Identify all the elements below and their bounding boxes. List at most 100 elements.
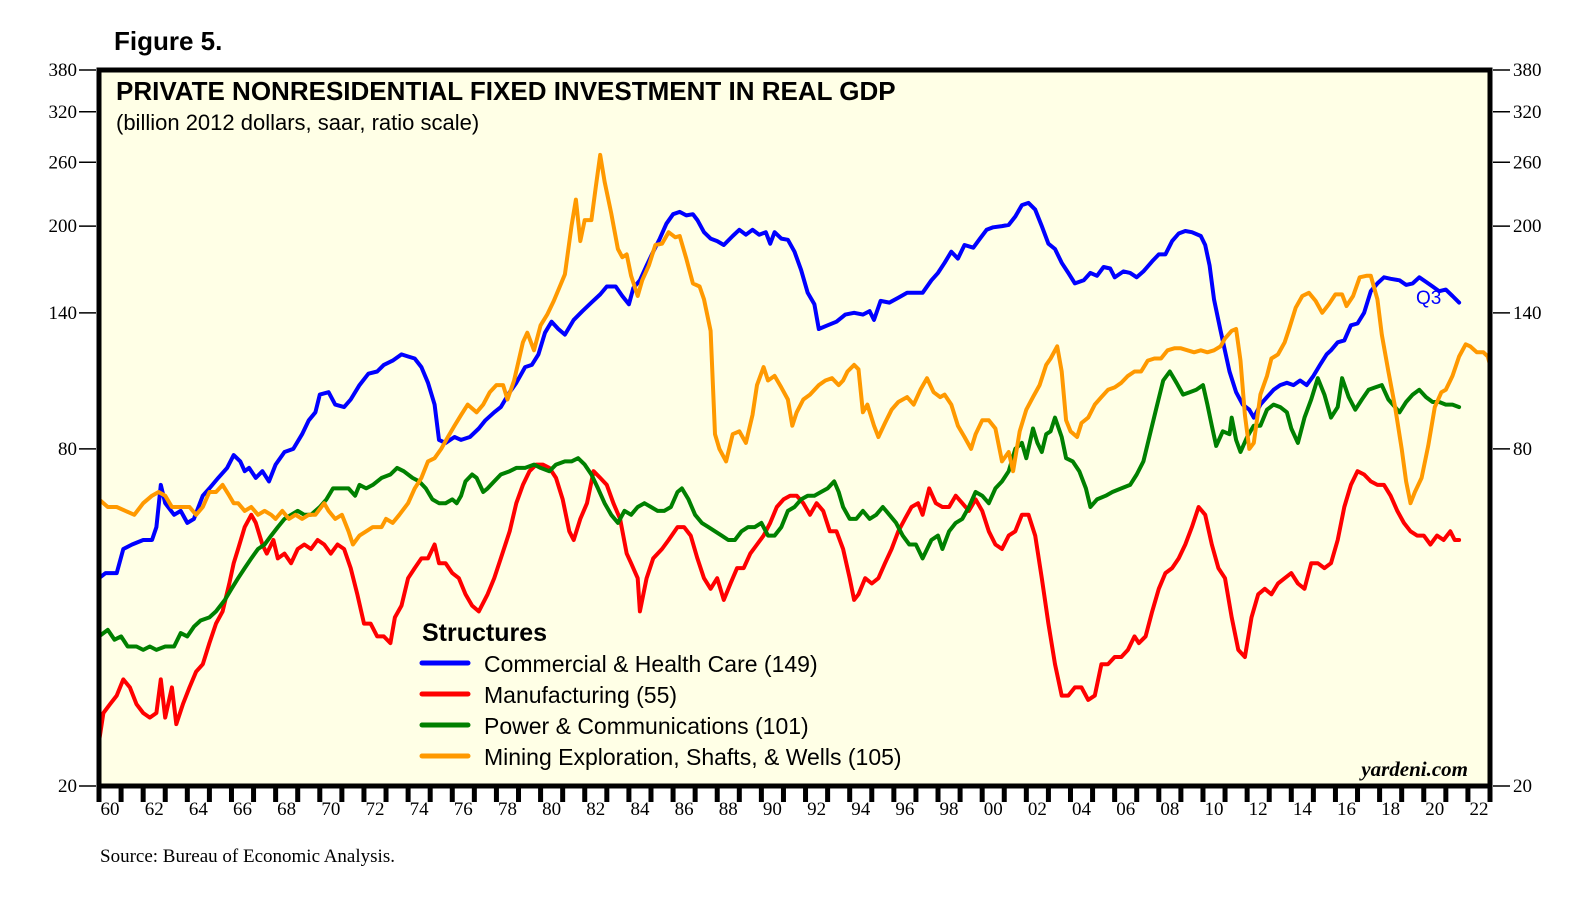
x-tick bbox=[1001, 786, 1007, 802]
y-tick-label-left: 20 bbox=[58, 776, 77, 797]
x-tick bbox=[935, 786, 941, 802]
x-tick bbox=[1465, 786, 1471, 802]
x-tick bbox=[582, 786, 588, 802]
x-tick bbox=[427, 786, 433, 802]
x-tick-label: 94 bbox=[851, 799, 871, 820]
x-tick bbox=[273, 786, 279, 802]
x-tick bbox=[538, 786, 544, 802]
x-tick-label: 04 bbox=[1072, 799, 1092, 820]
x-tick-label: 02 bbox=[1028, 799, 1047, 820]
x-tick bbox=[825, 786, 831, 802]
x-tick bbox=[295, 786, 301, 802]
x-tick-label: 88 bbox=[719, 799, 738, 820]
x-tick bbox=[1443, 786, 1449, 802]
x-axis: 60 62 64 66 68 70 72 74 76 78 80 82 84 86 88 90 92 94 96 98… bbox=[96, 786, 1493, 820]
plot-area bbox=[99, 70, 1490, 786]
y-tick-label-right: 260 bbox=[1513, 152, 1542, 173]
series-line-3 bbox=[97, 369, 1462, 652]
y-tick-label-left: 380 bbox=[49, 60, 78, 81]
x-tick bbox=[891, 786, 897, 802]
plot-frame bbox=[96, 67, 1493, 789]
y-tick-label-right: 80 bbox=[1513, 439, 1532, 460]
legend-label-1: Commercial & Health Care (149) bbox=[484, 651, 818, 677]
x-tick-label: 98 bbox=[940, 799, 959, 820]
y-tick-label-right: 20 bbox=[1513, 776, 1532, 797]
x-tick-label: 18 bbox=[1381, 799, 1400, 820]
x-tick-label: 00 bbox=[984, 799, 1003, 820]
x-tick bbox=[1399, 786, 1405, 802]
x-tick bbox=[1244, 786, 1250, 802]
y-tick-label-left: 320 bbox=[49, 102, 78, 123]
x-tick-label: 96 bbox=[895, 799, 914, 820]
legend: Structures Commercial & Health Care (149… bbox=[419, 619, 902, 770]
legend-label-4: Mining Exploration, Shafts, & Wells (105… bbox=[484, 744, 902, 770]
legend-label-3: Power & Communications (101) bbox=[484, 713, 809, 739]
x-tick bbox=[1310, 786, 1316, 802]
x-tick bbox=[1134, 786, 1140, 802]
series-line-4 bbox=[97, 152, 1492, 547]
x-tick-label: 08 bbox=[1160, 799, 1179, 820]
y-tick-label-left: 140 bbox=[49, 303, 78, 324]
x-tick bbox=[692, 786, 698, 802]
x-tick-label: 80 bbox=[542, 799, 561, 820]
figure-label: Figure 5. bbox=[114, 26, 223, 56]
x-tick bbox=[670, 786, 676, 802]
y-tick-label-left: 260 bbox=[49, 152, 78, 173]
x-tick-label: 10 bbox=[1205, 799, 1224, 820]
x-tick-label: 90 bbox=[763, 799, 782, 820]
x-tick bbox=[516, 786, 522, 802]
x-tick bbox=[758, 786, 764, 802]
x-tick bbox=[140, 786, 146, 802]
x-tick bbox=[96, 786, 102, 802]
x-tick-label: 20 bbox=[1425, 799, 1444, 820]
x-tick-label: 06 bbox=[1116, 799, 1135, 820]
x-tick bbox=[251, 786, 257, 802]
x-tick bbox=[1487, 786, 1493, 802]
x-tick bbox=[714, 786, 720, 802]
x-tick bbox=[228, 786, 234, 802]
x-tick-label: 64 bbox=[189, 799, 209, 820]
x-tick bbox=[184, 786, 190, 802]
x-tick bbox=[1377, 786, 1383, 802]
legend-label-2: Manufacturing (55) bbox=[484, 682, 677, 708]
x-tick bbox=[648, 786, 654, 802]
x-tick bbox=[1288, 786, 1294, 802]
x-tick-label: 16 bbox=[1337, 799, 1356, 820]
y-tick-label-right: 380 bbox=[1513, 60, 1542, 81]
x-tick bbox=[1023, 786, 1029, 802]
x-tick bbox=[317, 786, 323, 802]
x-tick-label: 22 bbox=[1469, 799, 1488, 820]
x-tick bbox=[1421, 786, 1427, 802]
x-tick bbox=[1355, 786, 1361, 802]
chart-title: PRIVATE NONRESIDENTIAL FIXED INVESTMENT … bbox=[116, 76, 896, 106]
x-tick-label: 78 bbox=[498, 799, 517, 820]
x-tick bbox=[1090, 786, 1096, 802]
x-tick bbox=[1266, 786, 1272, 802]
y-tick-label-left: 200 bbox=[49, 216, 78, 237]
series-group bbox=[97, 152, 1492, 744]
x-tick bbox=[604, 786, 610, 802]
y-tick-label-right: 200 bbox=[1513, 216, 1542, 237]
x-tick-label: 60 bbox=[101, 799, 120, 820]
watermark: yardeni.com bbox=[1358, 757, 1468, 781]
x-tick bbox=[847, 786, 853, 802]
x-tick-label: 82 bbox=[586, 799, 605, 820]
x-tick bbox=[736, 786, 742, 802]
x-tick bbox=[913, 786, 919, 802]
x-tick bbox=[1222, 786, 1228, 802]
x-tick bbox=[206, 786, 212, 802]
x-tick bbox=[560, 786, 566, 802]
x-tick bbox=[1156, 786, 1162, 802]
x-tick-label: 72 bbox=[365, 799, 384, 820]
y-tick-label-left: 80 bbox=[58, 439, 77, 460]
x-tick bbox=[493, 786, 499, 802]
y-tick-label-right: 320 bbox=[1513, 102, 1542, 123]
x-tick bbox=[803, 786, 809, 802]
x-tick bbox=[1067, 786, 1073, 802]
x-tick bbox=[1200, 786, 1206, 802]
x-tick-label: 84 bbox=[630, 799, 650, 820]
source-note: Source: Bureau of Economic Analysis. bbox=[100, 846, 395, 867]
x-tick bbox=[339, 786, 345, 802]
legend-title: Structures bbox=[422, 619, 547, 647]
